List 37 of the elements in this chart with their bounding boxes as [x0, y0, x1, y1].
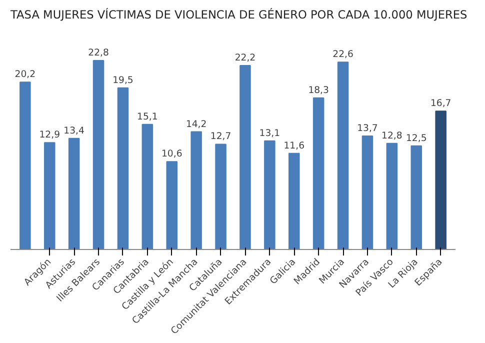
data-label: 22,2	[234, 52, 256, 64]
data-label: 22,6	[332, 49, 354, 60]
data-label: 13,7	[357, 122, 378, 134]
data-label: 12,7	[210, 131, 232, 142]
bar	[312, 97, 324, 250]
bar	[264, 140, 276, 250]
bar	[20, 82, 31, 250]
data-label: 14,2	[186, 118, 207, 130]
bar	[166, 161, 178, 250]
data-label: 18,3	[308, 84, 330, 96]
bar	[68, 138, 80, 250]
bar	[362, 135, 374, 250]
data-label: 22,8	[88, 48, 109, 59]
data-label: 13,1	[259, 128, 280, 139]
data-label: 13,4	[64, 125, 85, 136]
data-label: 12,9	[39, 130, 60, 141]
bar	[142, 124, 154, 250]
data-label: 12,8	[382, 130, 402, 142]
bar	[435, 110, 446, 250]
bar	[117, 87, 129, 250]
bar	[288, 152, 300, 250]
bar	[410, 145, 422, 250]
bar	[240, 64, 251, 250]
data-label: 16,7	[430, 98, 452, 110]
data-label: 12,5	[406, 132, 427, 144]
bar	[215, 144, 226, 250]
data-label: 15,1	[137, 111, 158, 122]
chart-title: TASA MUJERES VÍCTIMAS DE VIOLENCIA DE GÉNERO POR CADA 10.000 MUJERES	[10, 8, 468, 22]
bar	[190, 131, 202, 250]
data-label: 10,6	[161, 148, 182, 160]
bar	[44, 142, 56, 250]
bar	[337, 62, 349, 250]
data-label: 19,5	[112, 74, 134, 86]
bar	[386, 142, 398, 250]
bar	[92, 60, 104, 250]
data-label: 11,6	[284, 140, 305, 152]
data-label: 20,2	[14, 69, 36, 80]
